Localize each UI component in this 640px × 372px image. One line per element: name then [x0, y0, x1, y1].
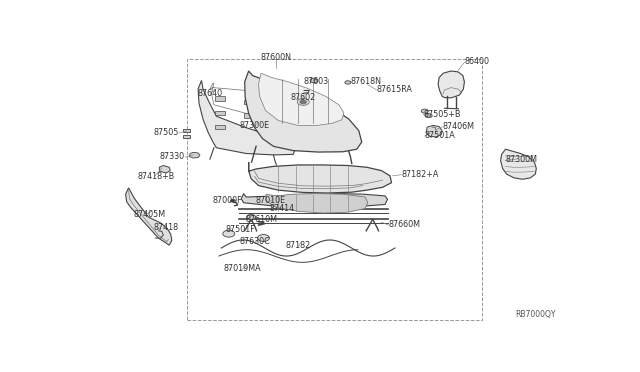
Circle shape [223, 230, 235, 237]
Text: 87182+A: 87182+A [401, 170, 439, 179]
Text: 87615RA: 87615RA [376, 84, 413, 93]
Text: 87501F: 87501F [225, 225, 255, 234]
Text: 87618N: 87618N [350, 77, 381, 86]
Polygon shape [249, 162, 392, 193]
Polygon shape [198, 80, 296, 155]
Bar [183, 129, 190, 132]
Polygon shape [189, 153, 200, 158]
Text: 86400: 86400 [465, 57, 490, 66]
Polygon shape [426, 125, 442, 137]
Text: 87505+B: 87505+B [423, 110, 461, 119]
Text: 87660M: 87660M [388, 220, 420, 229]
Text: 87418: 87418 [154, 222, 179, 232]
Polygon shape [259, 73, 344, 125]
Text: 87000F: 87000F [212, 196, 242, 205]
Bar [216, 96, 225, 101]
Circle shape [425, 114, 432, 118]
Circle shape [345, 81, 351, 84]
Text: 87640: 87640 [198, 89, 223, 98]
Polygon shape [266, 193, 367, 213]
Bar [244, 113, 253, 118]
Circle shape [297, 99, 309, 105]
Text: 87630C: 87630C [240, 237, 271, 246]
Polygon shape [159, 166, 170, 173]
Text: 87405M: 87405M [134, 210, 166, 219]
Bar [187, 59, 482, 320]
Bar [216, 110, 225, 115]
Circle shape [230, 199, 236, 202]
Text: 87300E: 87300E [239, 121, 269, 130]
Polygon shape [438, 71, 465, 98]
Text: 87501A: 87501A [425, 131, 456, 140]
Text: RB7000QY: RB7000QY [516, 310, 556, 319]
Text: 87414: 87414 [270, 204, 295, 213]
Text: 87406M: 87406M [442, 122, 474, 131]
Text: 87603: 87603 [303, 77, 328, 86]
Text: 87418+B: 87418+B [137, 172, 174, 181]
Circle shape [246, 215, 255, 219]
Text: 87600N: 87600N [260, 53, 291, 62]
Text: 87010E: 87010E [255, 196, 285, 205]
Text: 87330: 87330 [159, 153, 184, 161]
Text: 87019MA: 87019MA [223, 264, 261, 273]
Polygon shape [500, 149, 536, 179]
Circle shape [300, 100, 306, 104]
Bar [244, 100, 253, 104]
Text: 87182: 87182 [285, 241, 311, 250]
Circle shape [257, 235, 269, 241]
Circle shape [421, 109, 428, 113]
Text: 87300M: 87300M [506, 155, 538, 164]
Polygon shape [241, 193, 388, 208]
Polygon shape [244, 71, 362, 152]
Bar [216, 125, 225, 129]
Circle shape [310, 78, 318, 83]
Bar [183, 135, 190, 138]
Text: 87610M: 87610M [245, 215, 277, 224]
Polygon shape [125, 188, 172, 245]
Text: 87505: 87505 [154, 128, 179, 137]
Text: 87602: 87602 [290, 93, 316, 102]
